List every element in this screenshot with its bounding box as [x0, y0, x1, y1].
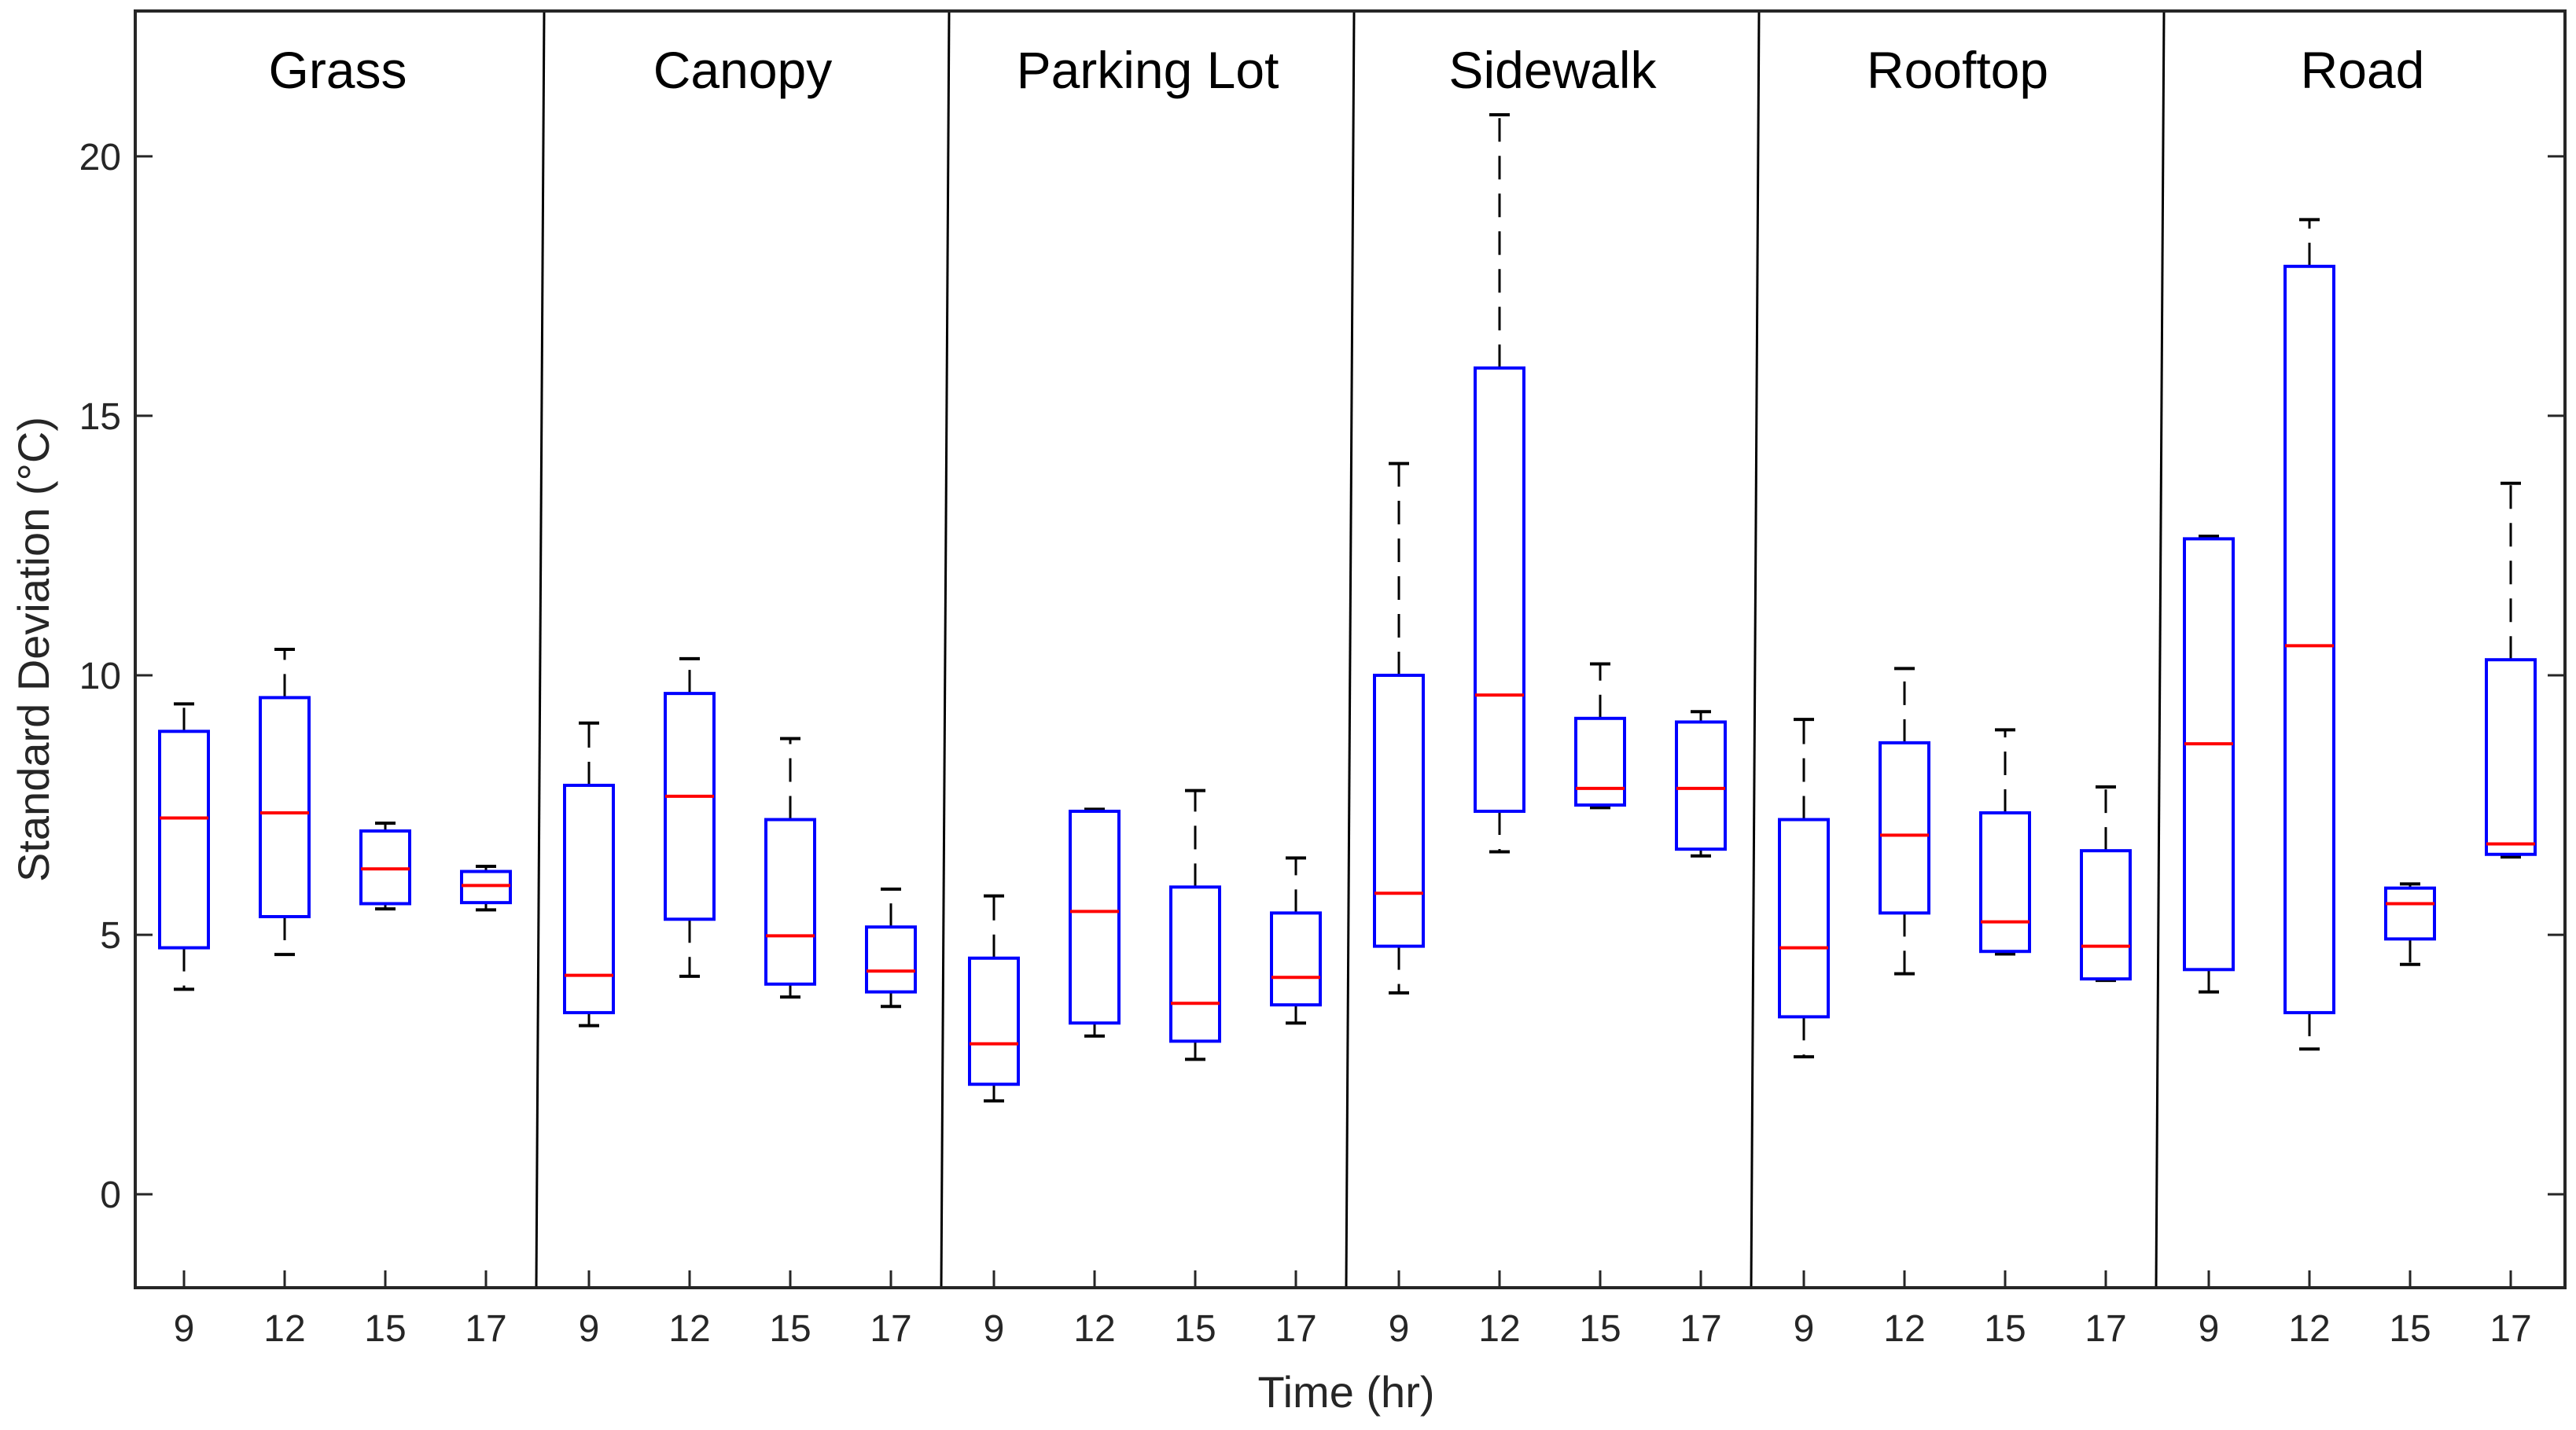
x-tick-label: 17	[1275, 1308, 1316, 1350]
group-dividers	[535, 10, 2166, 1288]
x-tick-label: 15	[1174, 1308, 1216, 1350]
box	[1778, 818, 1830, 1019]
box	[1574, 716, 1626, 807]
box	[1373, 674, 1425, 948]
box	[563, 783, 615, 1015]
x-tick-label: 17	[1680, 1308, 1721, 1350]
x-tick-label: 15	[769, 1308, 811, 1350]
x-tick-label: 17	[2085, 1308, 2126, 1350]
box	[1675, 720, 1727, 851]
box	[2384, 886, 2436, 941]
x-tick-label: 12	[1883, 1308, 1925, 1350]
x-tick-label: 9	[984, 1308, 1005, 1350]
group-title-rooftop: Rooftop	[1867, 41, 2048, 99]
x-tick-label: 12	[2288, 1308, 2330, 1350]
x-tick-label: 12	[1073, 1308, 1115, 1350]
x-tick-label: 15	[2389, 1308, 2431, 1350]
group-title-road: Road	[2301, 41, 2425, 99]
x-tick-label: 15	[364, 1308, 406, 1350]
x-tick-label: 9	[579, 1308, 600, 1350]
x-tick-label: 12	[263, 1308, 305, 1350]
y-tick-label: 5	[100, 915, 121, 957]
x-tick-label: 17	[2490, 1308, 2531, 1350]
box	[1270, 911, 1322, 1007]
box	[259, 696, 311, 918]
x-tick-label: 12	[1478, 1308, 1520, 1350]
boxes-layer	[158, 264, 2537, 1086]
y-tick-label: 0	[100, 1175, 121, 1216]
y-tick-label: 20	[79, 137, 121, 178]
box	[1474, 366, 1525, 813]
group-divider	[1750, 10, 1761, 1288]
y-tick-label: 10	[79, 656, 121, 697]
box	[158, 730, 210, 950]
box	[764, 818, 816, 986]
whiskers-layer	[174, 113, 2521, 1103]
group-divider	[1345, 10, 1356, 1288]
x-tick-label: 15	[1579, 1308, 1621, 1350]
x-tick-label: 17	[870, 1308, 911, 1350]
group-titles: Grass Canopy Parking Lot Sidewalk Rooftop Roa…	[268, 41, 2424, 99]
y-axis-ticks: 0 5 10 15 20	[79, 137, 2565, 1216]
plot-frame	[134, 9, 2567, 1289]
x-axis-label: Time (hr)	[1257, 1367, 1434, 1417]
y-tick-label: 15	[79, 396, 121, 438]
box	[2485, 658, 2537, 856]
box	[1979, 811, 2031, 954]
group-title-grass: Grass	[268, 41, 407, 99]
group-divider	[535, 10, 546, 1288]
box	[1169, 885, 1221, 1043]
box	[1069, 809, 1121, 1025]
box	[664, 692, 716, 921]
x-tick-label: 9	[2199, 1308, 2220, 1350]
box	[968, 956, 1020, 1086]
box	[1879, 741, 1930, 915]
x-tick-label: 9	[1794, 1308, 1815, 1350]
group-title-sidewalk: Sidewalk	[1448, 41, 1657, 99]
x-tick-label: 9	[174, 1308, 195, 1350]
box	[865, 925, 917, 994]
box	[2183, 537, 2235, 972]
group-title-parking-lot: Parking Lot	[1017, 41, 1279, 99]
x-tick-label: 17	[465, 1308, 506, 1350]
y-axis-label: Standard Deviation (°C)	[9, 417, 58, 882]
medians-layer	[160, 644, 2535, 1046]
group-divider	[940, 10, 951, 1288]
x-tick-label: 15	[1984, 1308, 2026, 1350]
group-title-canopy: Canopy	[653, 41, 833, 99]
box	[2283, 264, 2335, 1015]
x-axis-ticks: 9 12 15 17 9 12 15 17 9 12 15 17 9 12 15 17 9 12 15 17 9 12 15…	[174, 1270, 2532, 1350]
box	[2080, 849, 2132, 981]
x-tick-label: 12	[668, 1308, 710, 1350]
group-divider	[2155, 10, 2166, 1288]
x-tick-label: 9	[1389, 1308, 1410, 1350]
